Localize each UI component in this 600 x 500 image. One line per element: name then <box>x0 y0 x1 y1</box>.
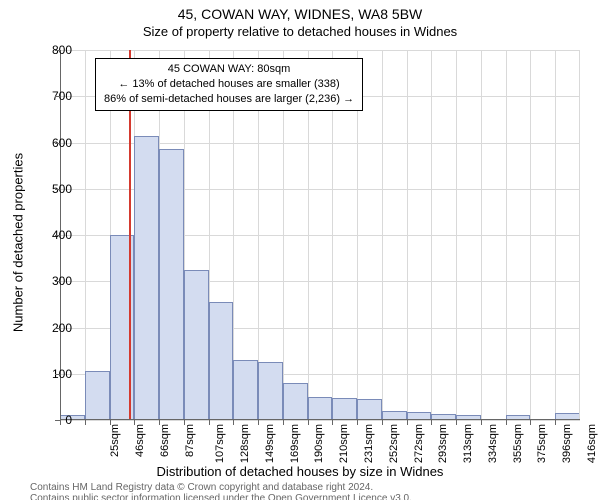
y-tick-label: 100 <box>32 367 72 381</box>
histogram-bar <box>283 383 308 420</box>
x-tick-label: 190sqm <box>314 424 326 463</box>
y-tick-mark <box>55 50 60 51</box>
plot-area: 45 COWAN WAY: 80sqm← 13% of detached hou… <box>60 50 580 420</box>
gridline-h <box>60 420 580 421</box>
x-tick-mark <box>456 420 457 425</box>
footer-line-1: Contains HM Land Registry data © Crown c… <box>30 482 590 493</box>
footer-attribution: Contains HM Land Registry data © Crown c… <box>30 482 590 500</box>
y-tick-label: 400 <box>32 228 72 242</box>
x-tick-label: 46sqm <box>134 424 146 457</box>
histogram-bar <box>134 136 159 420</box>
x-tick-mark <box>85 420 86 425</box>
x-tick-label: 272sqm <box>413 424 425 463</box>
footer-line-2: Contains public sector information licen… <box>30 493 590 500</box>
x-tick-mark <box>332 420 333 425</box>
x-tick-mark <box>258 420 259 425</box>
x-tick-mark <box>382 420 383 425</box>
x-tick-label: 313sqm <box>462 424 474 463</box>
x-tick-mark <box>184 420 185 425</box>
chart-title: 45, COWAN WAY, WIDNES, WA8 5BW <box>0 0 600 22</box>
y-tick-label: 0 <box>32 413 72 427</box>
x-tick-label: 252sqm <box>388 424 400 463</box>
histogram-bar <box>233 360 258 420</box>
y-tick-label: 800 <box>32 43 72 57</box>
x-tick-mark <box>308 420 309 425</box>
gridline-v <box>481 50 482 420</box>
x-tick-mark <box>431 420 432 425</box>
histogram-bar <box>258 362 283 420</box>
annotation-box: 45 COWAN WAY: 80sqm← 13% of detached hou… <box>95 58 363 111</box>
gridline-v <box>407 50 408 420</box>
x-axis-label: Distribution of detached houses by size … <box>0 464 600 479</box>
histogram-bar <box>209 302 234 420</box>
y-tick-mark <box>55 281 60 282</box>
y-tick-label: 300 <box>32 274 72 288</box>
histogram-bar <box>357 399 382 420</box>
y-tick-mark <box>55 143 60 144</box>
histogram-bar <box>85 371 110 420</box>
x-tick-mark <box>209 420 210 425</box>
annotation-line: 86% of semi-detached houses are larger (… <box>104 92 354 107</box>
x-tick-label: 375sqm <box>536 424 548 463</box>
annotation-line: 45 COWAN WAY: 80sqm <box>104 62 354 77</box>
annotation-line: ← 13% of detached houses are smaller (33… <box>104 77 354 92</box>
x-tick-mark <box>60 420 61 425</box>
histogram-bar <box>308 397 333 420</box>
x-tick-mark <box>283 420 284 425</box>
gridline-v <box>85 50 86 420</box>
y-tick-label: 200 <box>32 321 72 335</box>
x-axis-line <box>60 419 580 420</box>
y-tick-label: 600 <box>32 136 72 150</box>
gridline-v <box>456 50 457 420</box>
gridline-v <box>579 50 580 420</box>
x-tick-label: 396sqm <box>561 424 573 463</box>
x-tick-label: 210sqm <box>338 424 350 463</box>
x-tick-mark <box>530 420 531 425</box>
y-tick-mark <box>55 235 60 236</box>
x-tick-mark <box>357 420 358 425</box>
gridline-h <box>60 50 580 51</box>
x-tick-label: 87sqm <box>184 424 196 457</box>
y-tick-mark <box>55 189 60 190</box>
y-tick-mark <box>55 328 60 329</box>
y-tick-mark <box>55 96 60 97</box>
x-tick-label: 149sqm <box>264 424 276 463</box>
x-tick-label: 293sqm <box>437 424 449 463</box>
x-tick-mark <box>407 420 408 425</box>
x-tick-label: 66sqm <box>159 424 171 457</box>
chart-container: { "title_line1": "45, COWAN WAY, WIDNES,… <box>0 0 600 500</box>
x-tick-label: 416sqm <box>586 424 598 463</box>
x-tick-mark <box>233 420 234 425</box>
x-tick-label: 107sqm <box>215 424 227 463</box>
gridline-v <box>530 50 531 420</box>
x-tick-label: 25sqm <box>109 424 121 457</box>
y-tick-label: 700 <box>32 89 72 103</box>
x-tick-mark <box>481 420 482 425</box>
gridline-v <box>506 50 507 420</box>
x-tick-label: 231sqm <box>363 424 375 463</box>
x-tick-label: 169sqm <box>289 424 301 463</box>
histogram-bar <box>159 149 184 420</box>
gridline-v <box>431 50 432 420</box>
x-tick-mark <box>506 420 507 425</box>
x-tick-mark <box>555 420 556 425</box>
x-tick-mark <box>110 420 111 425</box>
gridline-v <box>382 50 383 420</box>
x-tick-label: 355sqm <box>512 424 524 463</box>
histogram-bar <box>332 398 357 420</box>
chart-subtitle: Size of property relative to detached ho… <box>0 22 600 39</box>
x-tick-mark <box>134 420 135 425</box>
x-tick-mark <box>159 420 160 425</box>
y-axis-label: Number of detached properties <box>11 153 26 332</box>
x-tick-label: 334sqm <box>487 424 499 463</box>
y-tick-mark <box>55 374 60 375</box>
y-tick-label: 500 <box>32 182 72 196</box>
x-tick-label: 128sqm <box>239 424 251 463</box>
gridline-v <box>555 50 556 420</box>
histogram-bar <box>184 270 209 420</box>
